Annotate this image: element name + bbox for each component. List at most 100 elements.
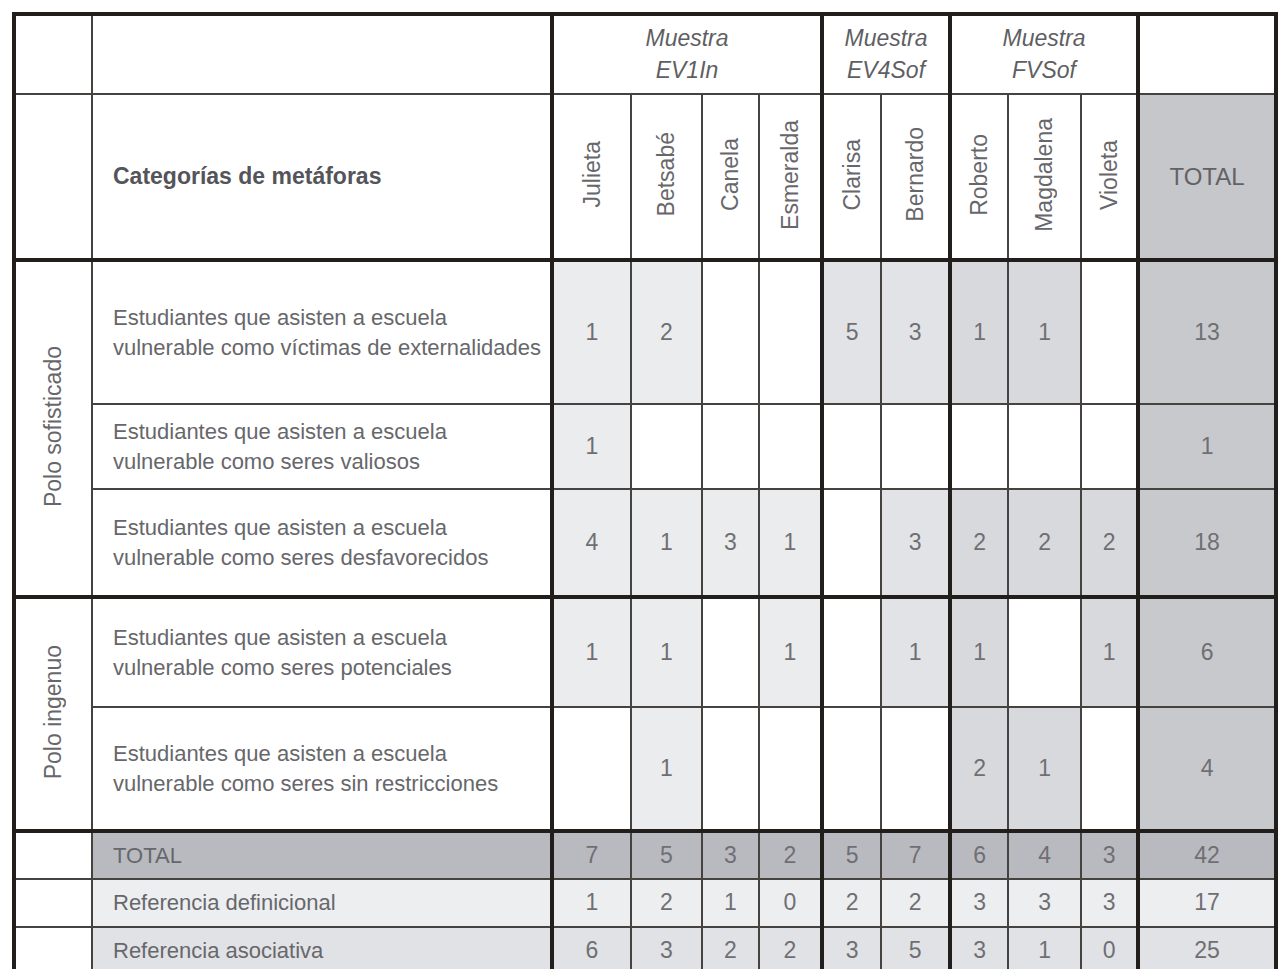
column-header-betsabe: Betsabé xyxy=(631,94,702,260)
value-cell: 2 xyxy=(759,927,822,969)
column-header-bernardo: Bernardo xyxy=(881,94,950,260)
value-cell xyxy=(759,404,822,489)
value-cell: 3 xyxy=(631,927,702,969)
column-header-esmeralda: Esmeralda xyxy=(759,94,822,260)
corner-cell xyxy=(1138,14,1276,94)
value-cell: 4 xyxy=(1008,831,1081,879)
value-cell: 2 xyxy=(1008,489,1081,597)
value-cell: 2 xyxy=(950,707,1008,831)
value-cell: 5 xyxy=(631,831,702,879)
row-total-cell: 1 xyxy=(1138,404,1276,489)
column-header-violeta: Violeta xyxy=(1081,94,1138,260)
value-cell: 1 xyxy=(631,597,702,707)
row-group-label: Polo sofisticado xyxy=(42,346,65,507)
corner-cell xyxy=(92,14,552,94)
header-row-names: Categorías de metáforas Julieta Betsabé … xyxy=(14,94,1276,260)
value-cell xyxy=(1081,707,1138,831)
value-cell: 2 xyxy=(759,831,822,879)
value-cell: 3 xyxy=(702,489,759,597)
row-label: Estudiantes que asisten a escuela vulner… xyxy=(92,597,552,707)
value-cell xyxy=(702,404,759,489)
value-cell: 1 xyxy=(759,489,822,597)
value-cell: 1 xyxy=(552,260,631,404)
column-header-canela: Canela xyxy=(702,94,759,260)
table-row: Estudiantes que asisten a escuela vulner… xyxy=(14,489,1276,597)
total-row: TOTAL 7 5 3 2 5 7 6 4 3 42 xyxy=(14,831,1276,879)
value-cell: 3 xyxy=(1081,831,1138,879)
value-cell xyxy=(1008,597,1081,707)
value-cell: 1 xyxy=(631,707,702,831)
value-cell xyxy=(759,707,822,831)
value-cell xyxy=(1081,404,1138,489)
value-cell xyxy=(1081,260,1138,404)
row-total-cell: 25 xyxy=(1138,927,1276,969)
value-cell: 3 xyxy=(822,927,881,969)
value-cell: 1 xyxy=(950,597,1008,707)
value-cell: 6 xyxy=(950,831,1008,879)
value-cell: 1 xyxy=(1081,597,1138,707)
column-header-clarisa: Clarisa xyxy=(822,94,881,260)
value-cell: 5 xyxy=(822,260,881,404)
value-cell xyxy=(822,404,881,489)
value-cell: 0 xyxy=(759,879,822,926)
value-cell xyxy=(822,597,881,707)
row-total-cell: 13 xyxy=(1138,260,1276,404)
column-header-label: Magdalena xyxy=(1033,118,1056,232)
column-header-magdalena: Magdalena xyxy=(1008,94,1081,260)
column-header-roberto: Roberto xyxy=(950,94,1008,260)
value-cell: 3 xyxy=(881,260,950,404)
value-cell: 4 xyxy=(552,489,631,597)
value-cell: 3 xyxy=(1008,879,1081,926)
value-cell xyxy=(631,404,702,489)
value-cell: 2 xyxy=(881,879,950,926)
value-cell: 3 xyxy=(881,489,950,597)
value-cell: 7 xyxy=(881,831,950,879)
value-cell: 1 xyxy=(1008,927,1081,969)
table-row: Referencia definicional 1 2 1 0 2 2 3 3 … xyxy=(14,879,1276,926)
value-cell: 7 xyxy=(552,831,631,879)
column-header-julieta: Julieta xyxy=(552,94,631,260)
metaphor-categories-table: Muestra EV1In Muestra EV4Sof Muestra FVS… xyxy=(12,12,1278,969)
value-cell xyxy=(881,707,950,831)
table-row: Referencia asociativa 6 3 2 2 3 5 3 1 0 … xyxy=(14,927,1276,969)
value-cell: 5 xyxy=(881,927,950,969)
value-cell xyxy=(1008,404,1081,489)
row-total-cell: 6 xyxy=(1138,597,1276,707)
value-cell xyxy=(702,597,759,707)
column-header-label: Violeta xyxy=(1098,140,1121,210)
value-cell: 1 xyxy=(1008,707,1081,831)
corner-cell xyxy=(14,94,92,260)
total-row-label: TOTAL xyxy=(92,831,552,879)
column-header-label: Bernardo xyxy=(904,127,927,222)
value-cell: 2 xyxy=(950,489,1008,597)
value-cell: 1 xyxy=(552,879,631,926)
group-header-ev4sof: Muestra EV4Sof xyxy=(822,14,950,94)
empty-cell xyxy=(14,927,92,969)
row-label: Referencia asociativa xyxy=(92,927,552,969)
row-label: Estudiantes que asisten a escuela vulner… xyxy=(92,707,552,831)
value-cell: 3 xyxy=(702,831,759,879)
table-row: Estudiantes que asisten a escuela vulner… xyxy=(14,404,1276,489)
value-cell xyxy=(822,489,881,597)
value-cell: 2 xyxy=(1081,489,1138,597)
value-cell xyxy=(822,707,881,831)
value-cell: 3 xyxy=(1081,879,1138,926)
value-cell: 2 xyxy=(702,927,759,969)
column-header-label: Betsabé xyxy=(655,132,678,216)
column-header-label: Esmeralda xyxy=(779,120,802,230)
value-cell: 1 xyxy=(759,597,822,707)
row-total-cell: 17 xyxy=(1138,879,1276,926)
empty-cell xyxy=(14,879,92,926)
table-row: Polo sofisticado Estudiantes que asisten… xyxy=(14,260,1276,404)
header-row-groups: Muestra EV1In Muestra EV4Sof Muestra FVS… xyxy=(14,14,1276,94)
table-row: Estudiantes que asisten a escuela vulner… xyxy=(14,707,1276,831)
value-cell: 3 xyxy=(950,879,1008,926)
row-label: Estudiantes que asisten a escuela vulner… xyxy=(92,260,552,404)
row-total-cell: 18 xyxy=(1138,489,1276,597)
row-group-polo-sofisticado: Polo sofisticado xyxy=(14,260,92,597)
value-cell: 0 xyxy=(1081,927,1138,969)
value-cell: 1 xyxy=(881,597,950,707)
value-cell: 1 xyxy=(552,597,631,707)
group-header-fvsof: Muestra FVSof xyxy=(950,14,1138,94)
column-header-label: Canela xyxy=(719,138,742,211)
